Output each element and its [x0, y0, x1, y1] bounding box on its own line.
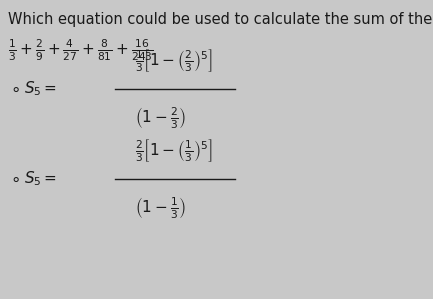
Text: $\frac{2}{3}\left[1-\left(\frac{1}{3}\right)^{5}\right]$: $\frac{2}{3}\left[1-\left(\frac{1}{3}\ri…: [135, 137, 213, 164]
Text: $S_5=$: $S_5=$: [24, 80, 57, 98]
Text: $\left(1-\frac{1}{3}\right)$: $\left(1-\frac{1}{3}\right)$: [135, 195, 186, 221]
Text: $S_5=$: $S_5=$: [24, 170, 57, 188]
Text: $\circ$: $\circ$: [10, 80, 20, 98]
Text: $\circ$: $\circ$: [10, 170, 20, 188]
Text: $\left(1-\frac{2}{3}\right)$: $\left(1-\frac{2}{3}\right)$: [135, 105, 186, 131]
Text: $\frac{1}{3}+\frac{2}{9}+\frac{4}{27}+\frac{8}{81}+\frac{16}{243}$: $\frac{1}{3}+\frac{2}{9}+\frac{4}{27}+\f…: [8, 37, 154, 62]
Text: Which equation could be used to calculate the sum of the geometric series?: Which equation could be used to calculat…: [8, 12, 433, 27]
Text: $\frac{1}{3}\left[1-\left(\frac{2}{3}\right)^{5}\right]$: $\frac{1}{3}\left[1-\left(\frac{2}{3}\ri…: [135, 47, 213, 74]
